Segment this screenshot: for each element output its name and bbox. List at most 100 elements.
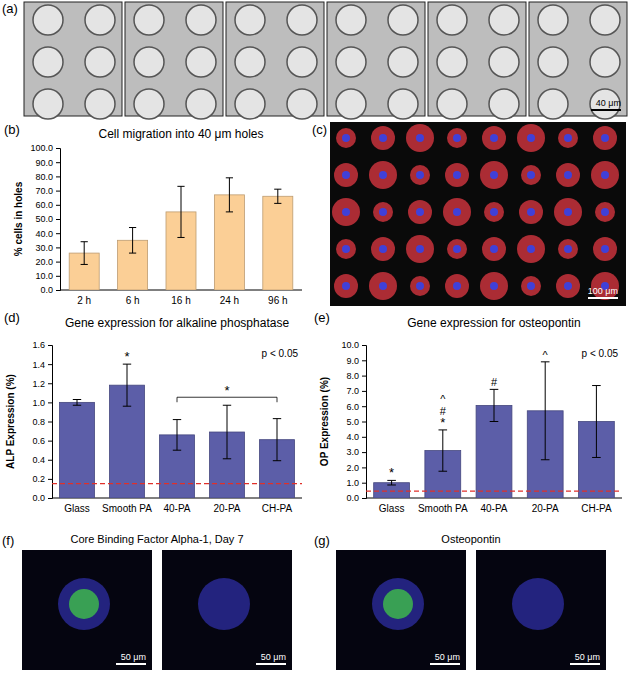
y-tick-label: 90.0 [35,158,53,168]
cell-body [554,198,582,226]
note: p < 0.05 [582,348,619,359]
y-tick-mark [48,441,52,442]
y-tick: 0.0 [40,285,60,295]
x-tick: Glass [379,498,405,514]
y-tick: 4.0 [346,432,366,442]
scale-bar [256,663,286,665]
cell-nucleus [527,208,535,216]
cell-body [371,126,395,150]
y-tick: 30.0 [35,243,60,253]
y-tick: 100.0 [30,143,60,153]
reference-line [52,483,302,484]
x-tick: CH-PA [262,498,293,514]
cell-body [445,274,469,298]
y-tick: 90.0 [35,158,60,168]
panel-c: (c) 100 μm [312,122,626,306]
y-tick-label: 5.0 [346,417,359,427]
error-bar [177,186,184,237]
cell-nucleus [379,171,387,179]
x-tick-label: 96 h [268,295,287,306]
error-bar [592,386,601,458]
hole [33,5,63,35]
hole [134,5,164,35]
panel-label: (d) [4,310,20,325]
y-axis-line [56,149,61,291]
cell-body [445,163,469,187]
cell-body [369,272,397,300]
y-tick: 0.6 [32,436,52,446]
cell-body [480,272,508,300]
y-tick: 5.0 [346,417,366,427]
micrograph-tile [24,2,122,119]
significance-marker: # [491,376,498,388]
y-tick: 50.0 [35,214,60,224]
cell-body [410,165,430,185]
y-tick-label: 40.0 [35,229,53,239]
cell-body [556,274,580,298]
micrograph [336,550,466,670]
y-tick-mark [56,191,60,192]
cell-nucleus [527,245,535,253]
cell-body [558,128,578,148]
error-bar [81,242,88,265]
y-tick-mark [48,364,52,365]
panel-label: (f) [2,533,14,548]
y-tick-mark [362,483,366,484]
y-tick-mark [56,162,60,163]
panel-label: (g) [314,533,330,548]
y-tick-mark [56,219,60,220]
y-tick-mark [56,247,60,248]
cell-nucleus [342,282,350,290]
scale-bar [570,663,600,665]
y-tick-label: 0.0 [346,493,359,503]
hole [85,89,115,119]
y-tick-mark [56,276,60,277]
significance-marker: ^ [440,393,446,405]
bar-chart: (b)Cell migration into 40 μm holes% cell… [4,122,302,306]
scale-bar-label: 100 μm [588,286,618,296]
y-tick-label: 10.0 [341,340,359,350]
cell-body [591,161,619,189]
y-tick: 1.6 [32,340,52,350]
panel-label: (b) [4,122,20,137]
cell-nucleus [342,208,350,216]
x-tick-label: 40-PA [480,503,507,514]
x-tick-label: 20-PA [532,503,559,514]
y-tick-mark [56,262,60,263]
stain-signal [383,589,413,619]
y-tick: 0.2 [32,474,52,484]
y-tick-label: 20.0 [35,257,53,267]
y-tick: 1.4 [32,360,52,370]
hole [287,47,317,77]
error-bar [123,364,131,406]
panel-label: (c) [312,122,327,137]
hole [437,89,467,119]
hole [437,5,467,35]
y-tick-label: 0.4 [32,455,45,465]
cell-nucleus [601,208,609,216]
y-tick: 0.4 [32,455,52,465]
cell-body [517,124,545,152]
chart-title: Gene expression for osteopontin [407,316,580,330]
y-axis-title: OP Expression (%) [319,377,330,466]
cell-body [334,163,358,187]
figure: (b)Cell migration into 40 μm holes% cell… [0,0,629,673]
y-tick-label: 4.0 [346,432,359,442]
cell-body [336,128,356,148]
cell-nucleus [416,171,424,179]
panel-a: (a)40 μm [2,1,627,119]
y-tick-label: 6.0 [346,402,359,412]
y-tick: 10.0 [341,340,366,350]
cell-cluster [198,578,250,630]
y-tick: 60.0 [35,200,60,210]
cell-body [408,200,432,224]
micrograph-tile [327,2,425,119]
x-tick-label: Smooth PA [418,503,468,514]
y-tick-mark [56,290,60,291]
y-tick: 40.0 [35,229,60,239]
cell-body [336,239,356,259]
panel-label: (a) [2,1,18,16]
x-tick-label: 2 h [77,295,91,306]
scale-bar [588,297,618,299]
hole [85,47,115,77]
